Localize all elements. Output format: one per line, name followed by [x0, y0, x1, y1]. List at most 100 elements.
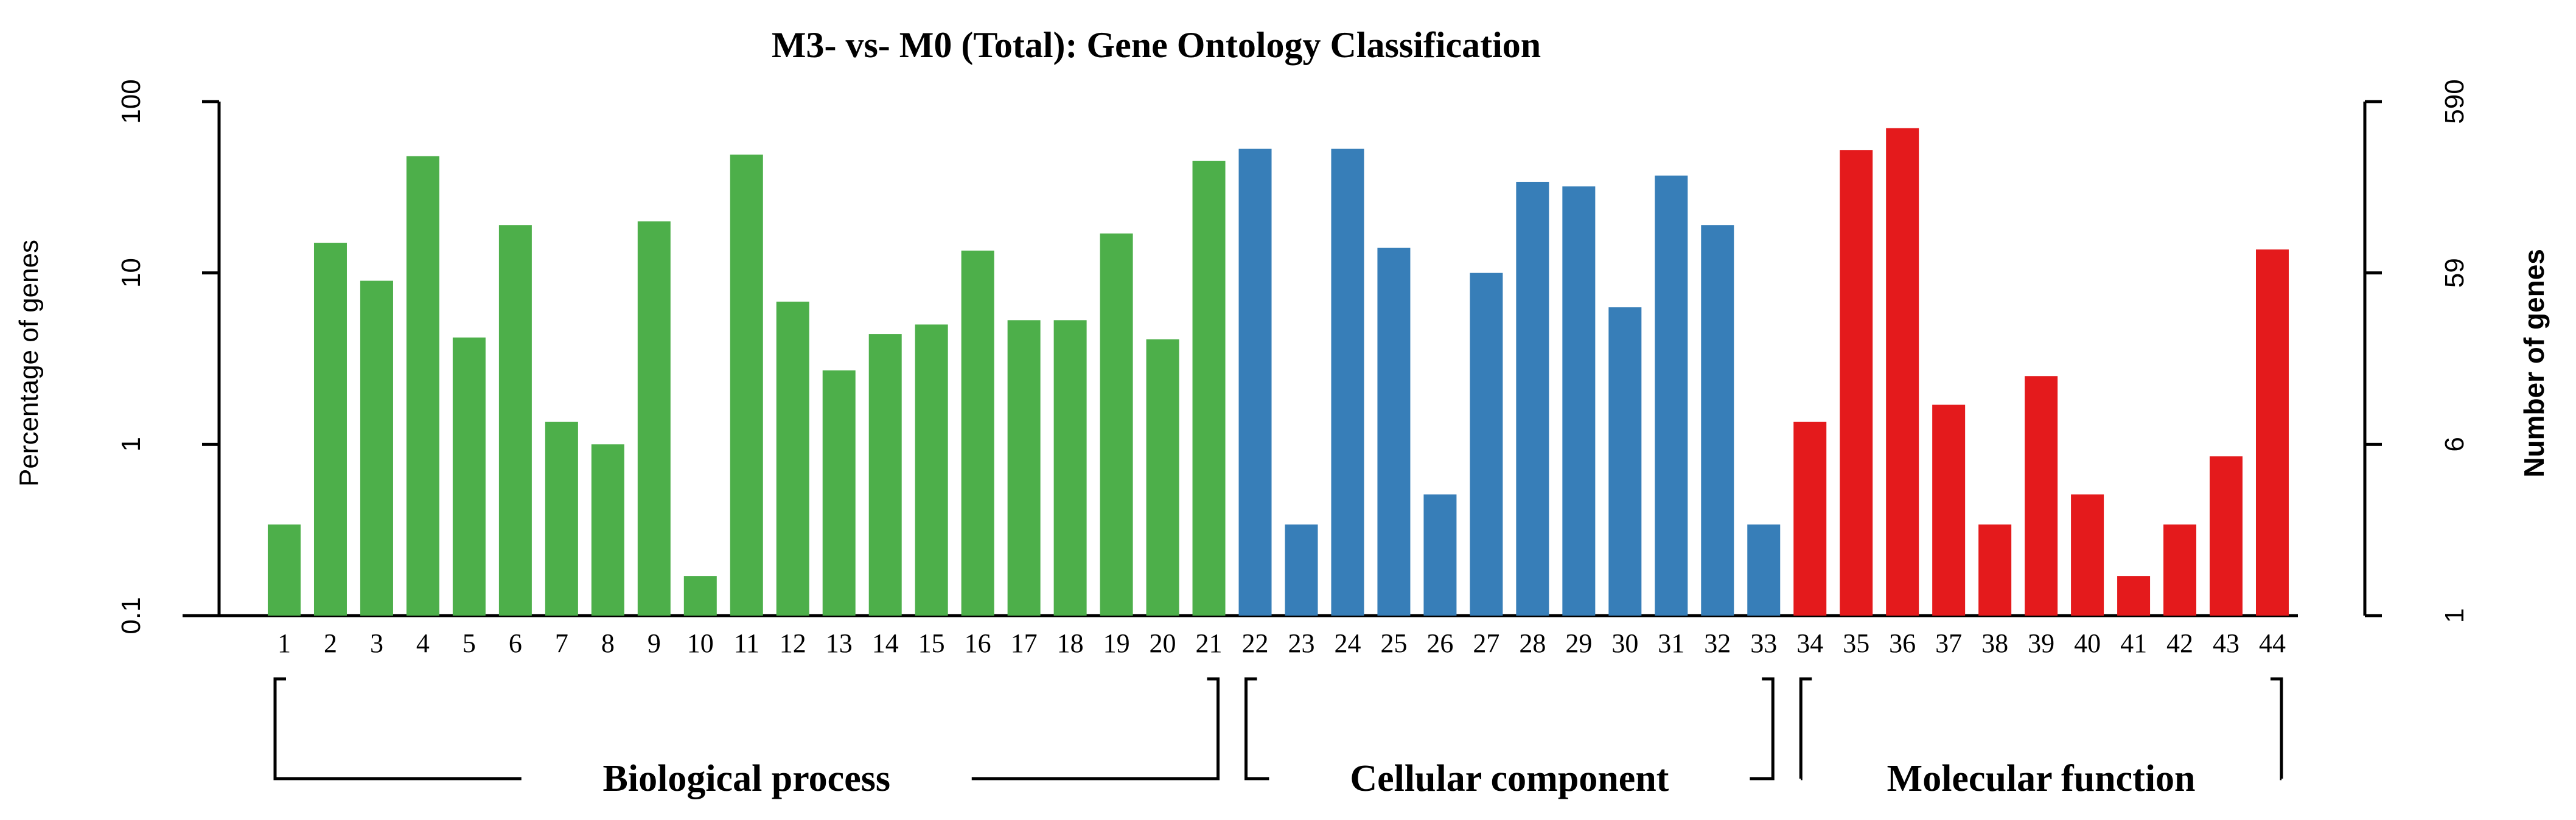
right-y-ticks: 1 6 59 590 [2365, 79, 2470, 623]
group-label: Molecular function [1887, 758, 2196, 799]
chart-title: M3- vs- M0 (Total): Gene Ontology Classi… [772, 25, 1541, 65]
x-tick-label: 19 [1103, 628, 1130, 658]
x-tick-label: 37 [1935, 628, 1962, 658]
bar [1100, 233, 1133, 616]
bar [1793, 422, 1827, 616]
right-tick-label: 6 [2440, 437, 2470, 451]
y-axis-label-left: Percentage of genes [14, 240, 44, 487]
x-tick-label: 7 [555, 628, 568, 658]
bar [268, 524, 301, 616]
bar [1146, 339, 1179, 616]
x-tick-label: 43 [2213, 628, 2239, 658]
bar [1608, 307, 1642, 616]
bar [2025, 376, 2058, 616]
bar [1285, 524, 1318, 616]
x-tick-label: 18 [1057, 628, 1084, 658]
x-tick-label: 33 [1750, 628, 1777, 658]
bar [961, 250, 994, 616]
x-tick-label: 36 [1889, 628, 1916, 658]
x-tick-label: 13 [826, 628, 853, 658]
x-tick-label: 4 [416, 628, 430, 658]
x-tick-label: 41 [2120, 628, 2147, 658]
bar [1238, 148, 1272, 616]
bar [2117, 576, 2151, 616]
x-tick-label: 16 [965, 628, 991, 658]
bar [1423, 494, 1457, 616]
x-tick-label: 1 [277, 628, 291, 658]
y-axis-label-right: Number of genes [2518, 249, 2550, 478]
bar [637, 221, 671, 616]
bar [498, 225, 532, 616]
x-tick-label: 23 [1288, 628, 1314, 658]
group-label: Cellular component [1350, 758, 1669, 799]
bar [1655, 175, 1688, 616]
bar [1007, 320, 1041, 616]
x-tick-label: 35 [1843, 628, 1869, 658]
x-tick-label: 17 [1011, 628, 1038, 658]
bar [776, 301, 809, 616]
x-tick-label: 8 [601, 628, 615, 658]
x-tick-label: 30 [1611, 628, 1638, 658]
bracket-right [1750, 677, 1775, 780]
x-tick-label: 27 [1473, 628, 1499, 658]
x-tick-label: 3 [370, 628, 383, 658]
bar [1053, 320, 1087, 616]
bar [1932, 405, 1966, 616]
x-tick-label: 31 [1658, 628, 1684, 658]
x-tick-label: 32 [1704, 628, 1731, 658]
x-tick-label: 24 [1334, 628, 1361, 658]
x-tick-label: 44 [2259, 628, 2286, 658]
x-tick-label: 15 [918, 628, 945, 658]
x-tick-label: 21 [1196, 628, 1223, 658]
right-tick-label: 590 [2440, 79, 2470, 123]
left-tick-label: 1 [116, 437, 146, 451]
bracket-right [971, 677, 1220, 780]
right-tick-label: 1 [2440, 608, 2470, 623]
left-tick-label: 100 [116, 79, 146, 123]
x-tick-label: 29 [1565, 628, 1592, 658]
x-tick-label: 25 [1380, 628, 1407, 658]
bar [313, 243, 347, 616]
bracket-left [1799, 677, 1812, 780]
group-label: Biological process [603, 758, 890, 799]
x-tick-label: 26 [1426, 628, 1453, 658]
bracket-right [2271, 677, 2283, 780]
bracket-left [1244, 677, 1269, 780]
x-tick-label: 22 [1242, 628, 1269, 658]
bar [683, 576, 717, 616]
bar [591, 444, 624, 616]
x-tick-label: 39 [2028, 628, 2054, 658]
bar [915, 324, 948, 616]
left-tick-label: 10 [116, 258, 146, 288]
bar [822, 370, 856, 616]
bar [2071, 494, 2104, 616]
bar [360, 280, 393, 616]
bar [1886, 128, 1919, 616]
x-tick-label: 14 [872, 628, 899, 658]
x-tick-label: 34 [1796, 628, 1823, 658]
bar [1562, 186, 1596, 616]
group-brackets: Biological process Cellular component Mole… [273, 677, 2283, 799]
left-tick-label: 0.1 [116, 597, 146, 634]
bar [1516, 181, 1549, 616]
x-tick-label: 40 [2074, 628, 2101, 658]
bar [545, 422, 578, 616]
x-tick-label: 10 [687, 628, 714, 658]
x-tick-label: 42 [2166, 628, 2193, 658]
bar [452, 337, 486, 616]
bar [2163, 524, 2197, 616]
x-tick-labels: 1 2 3 4 5 6 7 8 9 10 11 12 13 14 15 16 17 18 19 20 21 22 23 24 2… [277, 628, 2286, 658]
bar [1747, 524, 1781, 616]
right-tick-label: 59 [2440, 258, 2470, 288]
bar [1840, 150, 1873, 616]
bar [1377, 248, 1411, 616]
bar [730, 155, 763, 616]
x-tick-label: 20 [1150, 628, 1176, 658]
bar [406, 156, 439, 616]
x-tick-label: 12 [780, 628, 806, 658]
x-tick-label: 2 [324, 628, 337, 658]
bar [1192, 161, 1226, 616]
bar [2210, 456, 2243, 616]
x-tick-label: 6 [509, 628, 522, 658]
